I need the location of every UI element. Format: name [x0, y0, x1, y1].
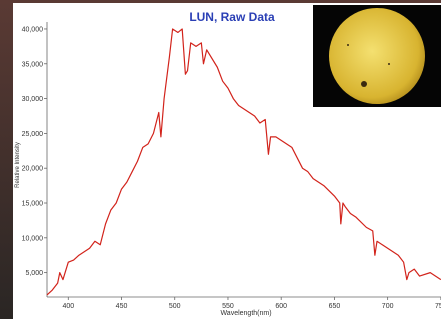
- x-tick-label: 550: [222, 303, 234, 310]
- y-tick-label: 30,000: [22, 96, 44, 103]
- x-tick-label: 700: [382, 303, 394, 310]
- inset-photo: [313, 5, 441, 107]
- sunspot: [361, 81, 367, 87]
- chart-title: LUN, Raw Data: [189, 10, 275, 24]
- page: {"chart_data": { "type": "line", "title"…: [0, 0, 441, 319]
- y-tick-label: 40,000: [22, 26, 44, 33]
- x-tick-label: 750: [435, 303, 441, 310]
- x-tick-label: 600: [275, 303, 287, 310]
- x-tick-label: 650: [329, 303, 341, 310]
- y-tick-label: 15,000: [22, 201, 44, 208]
- y-tick-label: 10,000: [22, 235, 44, 242]
- chart: LUN, Raw Data Wavelength(nm) Relative In…: [0, 0, 441, 319]
- y-tick-label: 20,000: [22, 166, 44, 173]
- sun: [329, 8, 425, 104]
- y-tick-label: 5,000: [25, 270, 43, 277]
- y-axis-title: Relative Intensity: [15, 142, 21, 188]
- sunspot: [388, 63, 390, 65]
- sunspot: [347, 44, 349, 46]
- y-tick-label: 35,000: [22, 61, 44, 68]
- x-axis-title: Wavelength(nm): [220, 310, 271, 317]
- y-tick-label: 25,000: [22, 131, 44, 138]
- x-tick-label: 450: [116, 303, 128, 310]
- x-tick-label: 400: [62, 303, 74, 310]
- x-tick-label: 500: [169, 303, 181, 310]
